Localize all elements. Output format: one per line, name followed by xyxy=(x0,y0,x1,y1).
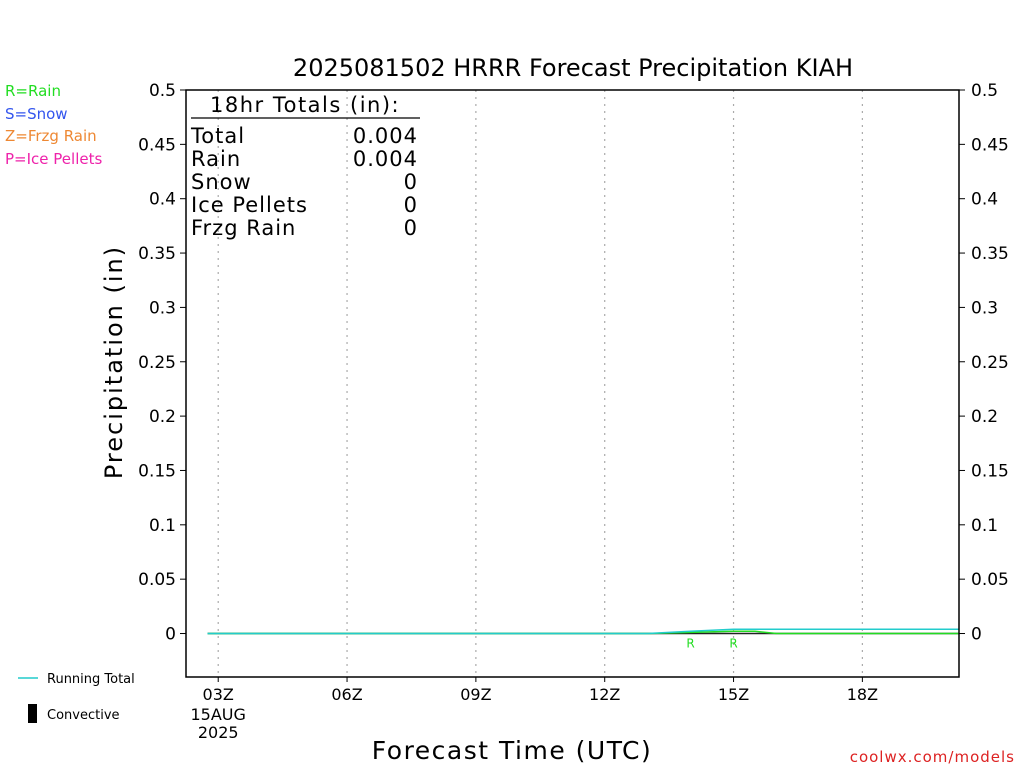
totals-row-label: Rain xyxy=(191,147,241,171)
x-tick-label: 03Z xyxy=(203,685,234,704)
totals-row-label: Total xyxy=(190,124,245,148)
x-tick-label: 12Z xyxy=(589,685,620,704)
series-lines xyxy=(207,628,959,635)
y-tick-label-right: 0.45 xyxy=(971,135,1009,155)
y-tick-label-right: 0.2 xyxy=(971,407,998,427)
x-axis-label: Forecast Time (UTC) xyxy=(372,736,652,765)
plot-frame xyxy=(185,89,960,678)
y-tick-label-right: 0.5 xyxy=(971,81,998,101)
precip-type-marker: R xyxy=(729,637,737,651)
y-tick-label-right: 0.25 xyxy=(971,353,1009,373)
y-tick-label-left: 0.3 xyxy=(149,298,176,318)
y-tick-label-left: 0.4 xyxy=(149,190,176,210)
totals-row-label: Frzg Rain xyxy=(191,216,296,240)
y-tick-label-left: 0.1 xyxy=(149,516,176,536)
y-tick-label-left: 0.05 xyxy=(138,570,176,590)
y-axis-label: Precipitation (in) xyxy=(100,245,128,479)
convective-legend: Convective xyxy=(28,704,120,723)
y-tick-label-left: 0.15 xyxy=(138,461,176,481)
convective-label: Convective xyxy=(47,708,120,723)
x-tick-label: 09Z xyxy=(460,685,491,704)
y-tick-label-left: 0.45 xyxy=(138,135,176,155)
watermark: coolwx.com/models xyxy=(850,748,1015,766)
y-tick-label-right: 0.4 xyxy=(971,190,998,210)
y-tick-label-right: 0.05 xyxy=(971,570,1009,590)
x-tick-sublabel: 2025 xyxy=(198,723,239,742)
y-axis: 0 00.05 0.050.1 0.10.15 0.150.2 0.20.25 0.250.… xyxy=(138,81,1009,645)
y-tick-label-right: 0.15 xyxy=(971,461,1009,481)
running-total-legend: Running Total xyxy=(18,672,135,687)
grid-lines xyxy=(217,90,863,677)
x-tick-sublabel: 15AUG xyxy=(190,705,245,724)
y-tick-label-left: 0.2 xyxy=(149,407,176,427)
totals-row-value: 0 xyxy=(404,170,418,194)
y-tick-label-right: 0.3 xyxy=(971,298,998,318)
legend-ice-pellets: P=Ice Pellets xyxy=(5,149,103,168)
totals-row-value: 0 xyxy=(404,216,418,240)
x-tick-label: 06Z xyxy=(331,685,362,704)
y-tick-label-left: 0 xyxy=(165,625,176,645)
series-line xyxy=(207,628,959,635)
totals-row-value: 0.004 xyxy=(353,124,418,148)
x-tick-label: 18Z xyxy=(847,685,878,704)
precip-type-legend: R=Rain S=Snow Z=Frzg Rain P=Ice Pellets xyxy=(5,80,102,170)
legend-rain: R=Rain xyxy=(5,82,61,100)
y-tick-label-left: 0.5 xyxy=(149,81,176,101)
totals-row-label: Ice Pellets xyxy=(191,193,308,217)
y-tick-label-right: 0.1 xyxy=(971,516,998,536)
y-tick-label-left: 0.25 xyxy=(138,353,176,373)
legend-frzg-rain: Z=Frzg Rain xyxy=(5,127,97,145)
convective-swatch xyxy=(28,704,37,723)
totals-row-label: Snow xyxy=(191,170,252,194)
totals-heading: 18hr Totals (in): xyxy=(210,93,400,117)
x-tick-label: 15Z xyxy=(718,685,749,704)
chart-title: 2025081502 HRRR Forecast Precipitation K… xyxy=(293,54,853,82)
y-tick-label-right: 0.35 xyxy=(971,244,1009,264)
y-tick-label-right: 0 xyxy=(971,625,982,645)
y-tick-label-left: 0.35 xyxy=(138,244,176,264)
legend-snow: S=Snow xyxy=(5,104,68,123)
running-total-label: Running Total xyxy=(47,672,135,687)
precip-type-marker: R xyxy=(686,637,694,651)
totals-box: 18hr Totals (in): Total 0.004 Rain 0.004… xyxy=(190,93,420,240)
totals-row-value: 0.004 xyxy=(353,147,418,171)
totals-row-value: 0 xyxy=(404,193,418,217)
